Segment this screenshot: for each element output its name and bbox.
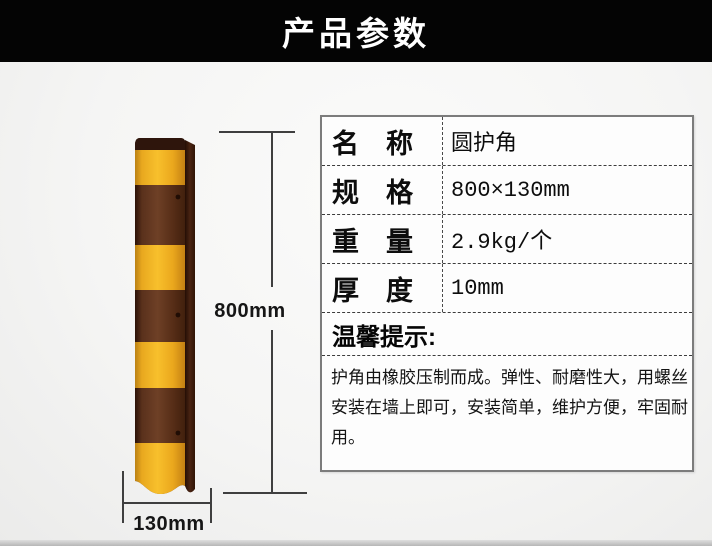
spec-label: 厚 度 — [322, 264, 443, 312]
tips-body: 护角由橡胶压制而成。弹性、耐磨性大，用螺丝安装在墙上即可，安装简单，维护方便，牢… — [331, 368, 688, 447]
width-dim-line — [122, 502, 212, 504]
spec-label: 规 格 — [322, 166, 443, 214]
spec-value: 圆护角 — [451, 132, 518, 157]
height-dim-line-upper — [271, 132, 273, 287]
width-dim-tick-left — [122, 471, 124, 523]
page-title: 产品参数 — [282, 15, 430, 52]
height-dim-bottom-bar — [223, 492, 307, 494]
spec-table: 名 称 圆护角 规 格 800×130mm 重 量 2.9kg/个 厚 度 10… — [320, 115, 694, 472]
screw-hole — [175, 194, 181, 200]
spec-row-name: 名 称 圆护角 — [322, 117, 692, 166]
footer-strip — [0, 540, 712, 546]
spec-row-weight: 重 量 2.9kg/个 — [322, 215, 692, 264]
product-image — [135, 138, 195, 495]
spec-label: 重 量 — [322, 215, 443, 263]
height-dim-line-lower — [271, 330, 273, 493]
width-dim-label: 130mm — [133, 513, 205, 535]
height-dim-label: 800mm — [214, 300, 286, 322]
screw-hole — [175, 312, 181, 318]
tips-title: 温馨提示: — [322, 313, 692, 356]
spec-label: 名 称 — [322, 117, 443, 165]
screw-hole — [175, 430, 181, 436]
spec-row-size: 规 格 800×130mm — [322, 166, 692, 215]
spec-value: 10mm — [451, 275, 504, 301]
header-bar: 产品参数 — [0, 0, 712, 62]
spec-value: 2.9kg/个 — [451, 230, 553, 255]
width-dim-tick-right — [210, 488, 212, 523]
spec-value: 800×130mm — [451, 177, 570, 203]
spec-row-thickness: 厚 度 10mm — [322, 264, 692, 313]
height-dim-top-bar — [219, 131, 295, 133]
